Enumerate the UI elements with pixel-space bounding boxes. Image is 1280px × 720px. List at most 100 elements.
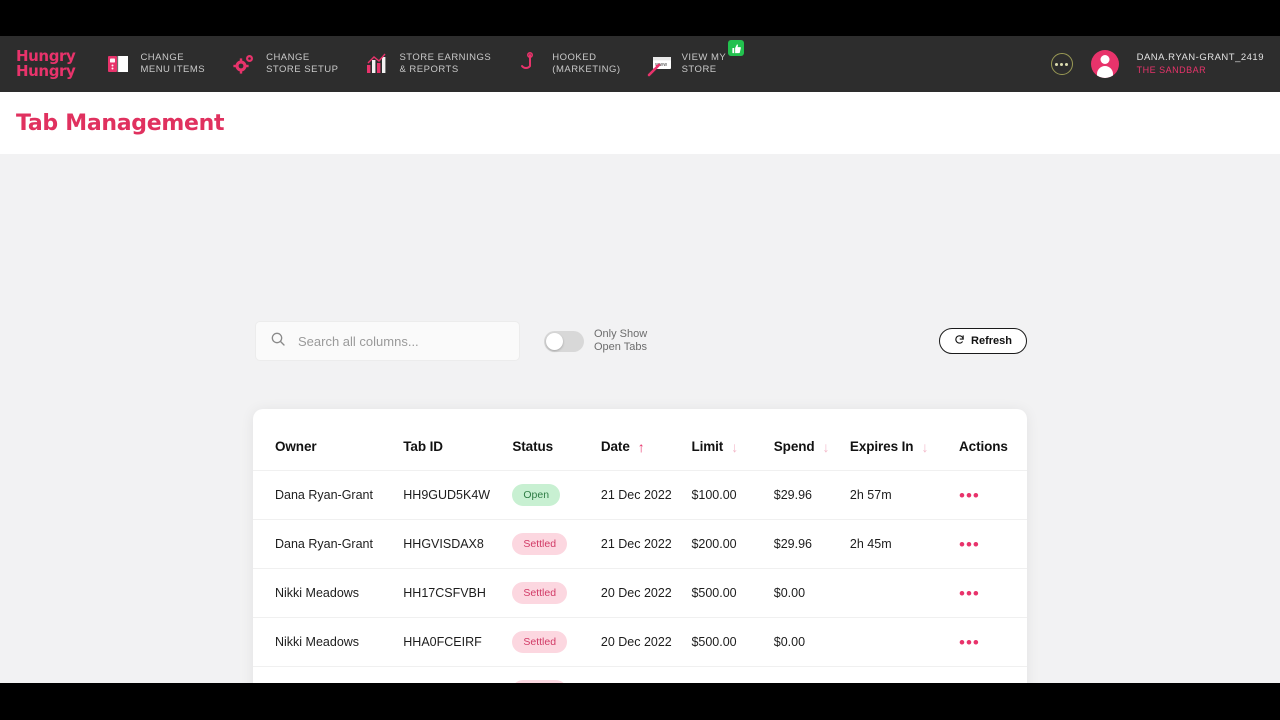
column-header-spend[interactable]: Spend ↓ — [774, 409, 850, 471]
cell-actions: ••• — [959, 666, 1027, 684]
cell-tab-id: HHA0FCEIRF — [403, 617, 513, 667]
nav-item-label: CHANGE MENU ITEMS — [140, 52, 206, 75]
column-header-label: Spend — [773, 439, 815, 454]
screen-letterbox-top — [0, 0, 1280, 36]
column-header-owner[interactable]: Owner — [253, 409, 403, 471]
row-actions-menu-icon[interactable]: ••• — [959, 583, 980, 603]
column-header-label: Tab ID — [403, 439, 443, 454]
column-header-label: Status — [512, 439, 554, 454]
top-navigation-bar: Hungry Hungry CHANGE MENU ITEMS — [0, 36, 1280, 92]
application-viewport: Hungry Hungry CHANGE MENU ITEMS — [0, 36, 1280, 683]
nav-item-view-my-store[interactable]: www VIEW MY STORE — [647, 40, 745, 77]
row-actions-menu-icon[interactable]: ••• — [959, 632, 980, 652]
gear-icon — [231, 51, 257, 77]
tabs-table: Owner Tab ID Status Date ↑ — [253, 409, 1027, 683]
sort-descending-icon[interactable]: ↓ — [921, 438, 929, 455]
table-row[interactable]: Dana Ryan-Grant HH9GUD5K4W Open 21 Dec 2022… — [253, 470, 1027, 520]
cell-status: Open — [512, 470, 601, 520]
column-header-label: Expires In — [849, 439, 914, 454]
status-badge: Settled — [512, 533, 568, 555]
column-header-limit[interactable]: Limit ↓ — [691, 409, 773, 471]
cell-owner: Nikki Meadows — [253, 568, 404, 618]
nav-item-label: STORE EARNINGS & REPORTS — [399, 52, 492, 75]
cell-spend: $29.96 — [773, 470, 850, 520]
menu-book-icon — [105, 51, 131, 77]
column-header-expires-in[interactable]: Expires In ↓ — [850, 409, 959, 471]
cell-owner: Nikki Meadows — [253, 617, 404, 667]
sort-descending-icon[interactable]: ↓ — [822, 438, 830, 455]
cell-actions: ••• — [959, 568, 1027, 618]
cell-date: 20 Dec 2022 — [600, 617, 692, 667]
cell-status: Settled — [512, 666, 601, 683]
page-title: Tab Management — [16, 110, 225, 136]
navbar-right-cluster: DANA.RYAN-GRANT_2419 THE SANDBAR — [1050, 50, 1264, 78]
cell-spend: $0.00 — [773, 617, 850, 667]
column-header-actions: Actions — [959, 409, 1027, 471]
cell-date: 20 Dec 2022 — [600, 666, 692, 683]
table-row[interactable]: Nikki MeadowsHH9UK8HQKOSettled 20 Dec 202… — [253, 666, 1027, 684]
cell-tab-id: HHGVISDAX8 — [403, 519, 513, 569]
table-header-row: Owner Tab ID Status Date ↑ — [253, 409, 1027, 471]
nav-item-change-store-setup[interactable]: CHANGE STORE SETUP — [231, 51, 338, 77]
fish-hook-icon — [517, 51, 543, 77]
browser-window-icon: www — [647, 51, 673, 77]
cell-limit: $500.00 — [691, 617, 774, 667]
column-header-status[interactable]: Status — [512, 409, 601, 471]
nav-item-hooked-marketing[interactable]: HOOKED (MARKETING) — [517, 51, 620, 77]
toggle-knob — [546, 332, 563, 350]
hungryhungry-logo[interactable]: Hungry Hungry — [16, 47, 76, 80]
cell-spend: $0.00 — [773, 666, 850, 683]
status-badge: Settled — [512, 582, 568, 604]
user-avatar-icon[interactable] — [1090, 50, 1119, 78]
status-badge: Open — [512, 484, 561, 506]
column-header-tab-id[interactable]: Tab ID — [403, 409, 512, 471]
table-header: Owner Tab ID Status Date ↑ — [253, 409, 1027, 471]
toggle-track[interactable] — [544, 330, 584, 352]
cell-date: 21 Dec 2022 — [600, 470, 692, 520]
nav-item-store-earnings-reports[interactable]: STORE EARNINGS & REPORTS — [364, 51, 491, 77]
column-header-label: Owner — [275, 439, 317, 454]
refresh-button-label: Refresh — [971, 335, 1012, 347]
search-box[interactable] — [255, 321, 520, 361]
only-show-open-tabs-toggle[interactable]: Only Show Open Tabs — [544, 328, 647, 354]
cell-tab-id: HH17CSFVBH — [403, 568, 513, 618]
cell-date: 20 Dec 2022 — [600, 568, 692, 618]
screen-letterbox-bottom — [0, 683, 1280, 720]
row-actions-menu-icon[interactable]: ••• — [959, 534, 980, 554]
svg-text:www: www — [655, 62, 667, 68]
toggle-label: Only Show Open Tabs — [594, 328, 648, 353]
user-name-label: DANA.RYAN-GRANT_2419 — [1136, 52, 1264, 63]
bar-chart-icon — [364, 51, 390, 77]
cell-date: 21 Dec 2022 — [600, 519, 692, 569]
search-input[interactable] — [298, 333, 498, 349]
tabs-table-card: Owner Tab ID Status Date ↑ — [253, 409, 1027, 683]
column-header-label: Date — [600, 439, 630, 454]
search-icon — [270, 331, 286, 352]
cell-spend: $29.96 — [773, 519, 850, 569]
cell-owner: Dana Ryan-Grant — [253, 519, 404, 569]
table-row[interactable]: Nikki Meadows HH17CSFVBH Settled 20 Dec 202… — [253, 568, 1027, 618]
refresh-button[interactable]: Refresh — [939, 328, 1027, 354]
thumbs-up-icon — [728, 40, 745, 56]
cell-actions: ••• — [959, 617, 1027, 667]
cell-expires-in — [849, 617, 960, 667]
sort-ascending-icon[interactable]: ↑ — [637, 438, 645, 455]
row-actions-menu-icon[interactable]: ••• — [959, 682, 980, 684]
table-row[interactable]: Dana Ryan-Grant HHGVISDAX8 Settled 21 Dec 2… — [253, 519, 1027, 569]
status-badge: Settled — [512, 680, 568, 683]
nav-item-change-menu-items[interactable]: CHANGE MENU ITEMS — [105, 51, 205, 77]
column-header-date[interactable]: Date ↑ — [601, 409, 692, 471]
table-row[interactable]: Nikki Meadows HHA0FCEIRF Settled 20 Dec 202… — [253, 617, 1027, 667]
user-account-info[interactable]: DANA.RYAN-GRANT_2419 THE SANDBAR — [1137, 51, 1264, 77]
page-title-band: Tab Management — [0, 92, 1280, 154]
more-options-icon[interactable] — [1050, 53, 1073, 75]
refresh-icon — [954, 334, 965, 348]
cell-status: Settled — [512, 519, 601, 569]
row-actions-menu-icon[interactable]: ••• — [959, 485, 980, 505]
page-content: Only Show Open Tabs Refresh Owner — [0, 154, 1280, 683]
sort-descending-icon[interactable]: ↓ — [731, 438, 739, 455]
nav-item-label: VIEW MY STORE — [681, 52, 727, 75]
cell-expires-in: 2h 57m — [849, 470, 960, 520]
nav-item-label: CHANGE STORE SETUP — [266, 52, 339, 75]
table-toolbar: Only Show Open Tabs Refresh — [255, 321, 1027, 361]
